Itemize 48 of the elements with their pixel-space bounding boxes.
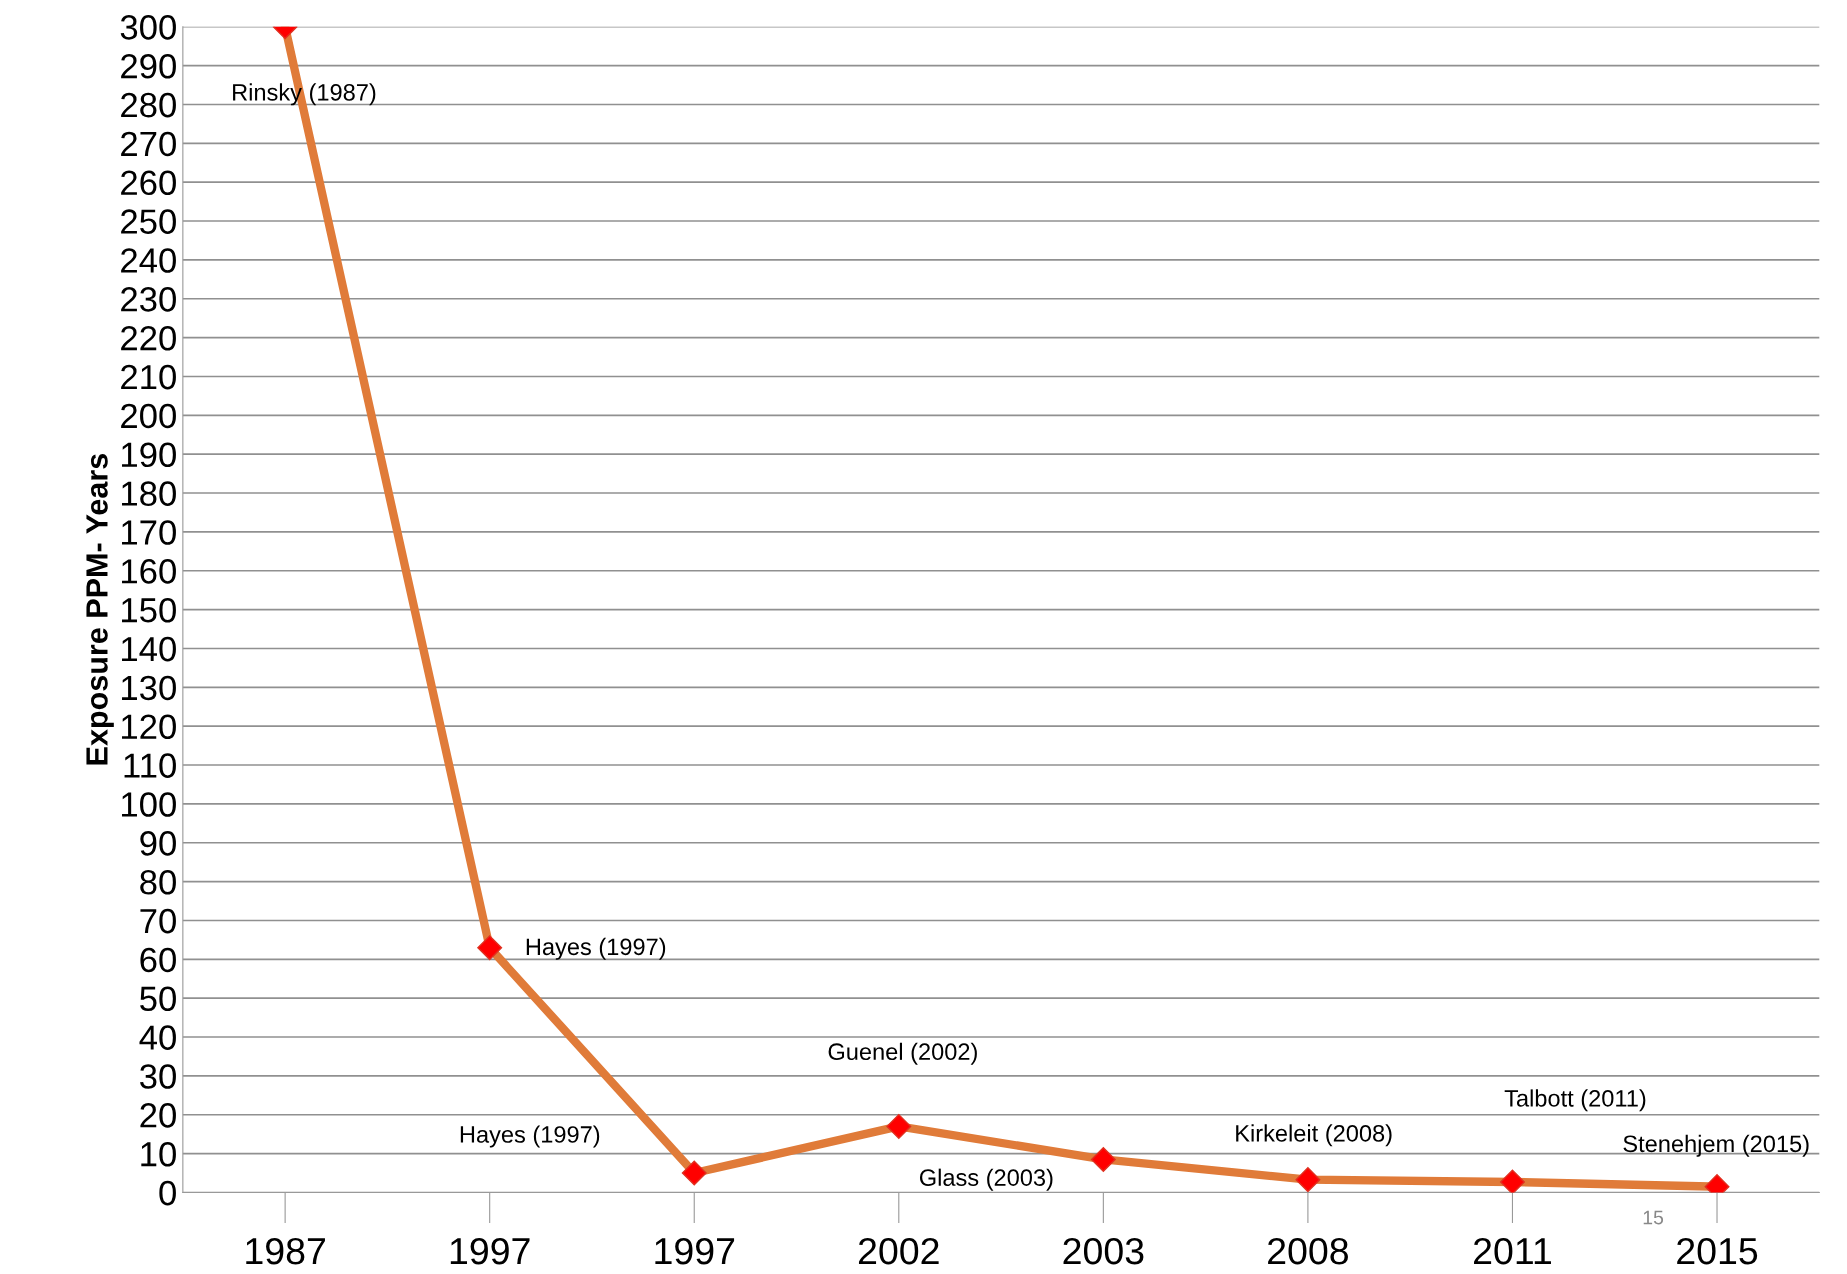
y-tick-label: 110 — [124, 753, 176, 778]
y-tick-label: 40 — [139, 1025, 176, 1050]
text: 15 — [1643, 1210, 1664, 1225]
y-axis-title: Exposure PPM- Years — [86, 454, 114, 765]
y-tick-label: 150 — [122, 597, 176, 623]
y-tick-label: 290 — [121, 53, 176, 79]
y-tick-label: 190 — [122, 442, 176, 468]
x-tick-label: 2011 — [1474, 1237, 1551, 1265]
y-tick-label: 10 — [141, 1141, 176, 1167]
annotation: Talbott (2011) — [1504, 1089, 1646, 1112]
annotation: Stenehjem (2015) — [1623, 1134, 1809, 1157]
x-tick-label: 2015 — [1677, 1237, 1758, 1265]
y-tick-label: 140 — [122, 636, 176, 662]
y-tick-label: 260 — [121, 170, 176, 196]
y-tick-label: 180 — [122, 481, 176, 506]
y-tick-label: 70 — [140, 908, 176, 934]
annotation: Glass (2003) — [919, 1168, 1053, 1191]
annotation: Hayes (1997) — [526, 937, 666, 960]
y-tick-label: 20 — [140, 1103, 176, 1128]
annotation: Guenel (2002) — [828, 1042, 977, 1065]
y-tick-label: 230 — [121, 287, 176, 312]
y-tick-label: 100 — [122, 792, 176, 817]
y-tick-label: 130 — [122, 675, 176, 701]
y-tick-label: 200 — [121, 403, 176, 429]
x-tick-label: 2008 — [1268, 1237, 1348, 1265]
y-tick-label: 170 — [122, 520, 176, 545]
y-tick-label: 160 — [122, 559, 176, 584]
y-tick-label: 0 — [159, 1180, 176, 1206]
y-tick-label: 120 — [122, 714, 176, 740]
annotation: Kirkeleit (2008) — [1236, 1124, 1392, 1147]
x-tick-label: 1997 — [450, 1237, 530, 1265]
y-tick-label: 250 — [121, 209, 176, 234]
y-tick-label: 60 — [140, 947, 176, 973]
y-tick-label: 90 — [140, 831, 176, 856]
y-tick-label: 50 — [140, 986, 176, 1012]
y-tick-label: 80 — [140, 869, 176, 895]
y-tick-label: 280 — [121, 92, 176, 118]
y-tick-label: 210 — [121, 364, 176, 390]
y-tick-label: 220 — [121, 325, 176, 351]
y-tick-label: 300 — [120, 15, 176, 40]
x-tick-label: 1997 — [655, 1237, 735, 1265]
x-tick-label: 2003 — [1063, 1237, 1144, 1265]
annotation: Hayes (1997) — [460, 1125, 600, 1148]
x-tick-label: 1987 — [246, 1237, 325, 1265]
x-tick-label: 2002 — [858, 1237, 939, 1265]
y-tick-label: 270 — [121, 131, 176, 157]
y-tick-label: 30 — [140, 1064, 176, 1089]
y-tick-label: 240 — [121, 248, 176, 273]
